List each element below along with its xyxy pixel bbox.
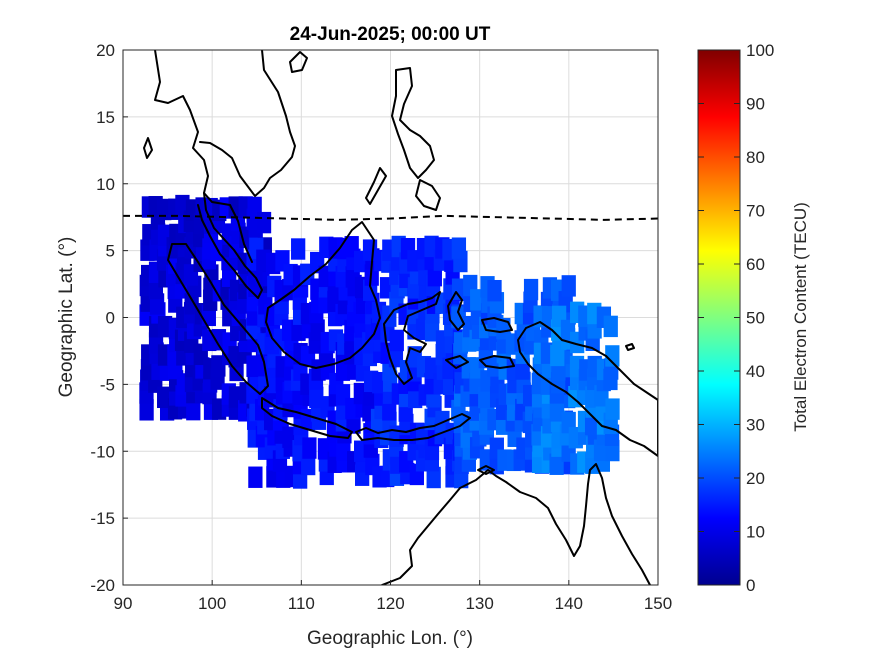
y-axis-label: Geographic Lat. (°) [56, 237, 77, 398]
y-tick-label: -10 [90, 442, 115, 461]
coastline-small-islands [143, 137, 635, 351]
colorbar-label: Total Electron Content (TECU) [791, 202, 810, 432]
coastline-new-guinea [517, 321, 658, 457]
y-tick-label: 20 [96, 41, 115, 60]
colorbar-tick-label: 50 [746, 309, 765, 328]
coastline-malay-peninsula [197, 192, 263, 299]
tec-cell [301, 453, 316, 476]
y-tick-label: 10 [96, 175, 115, 194]
x-tick-label: 90 [114, 594, 133, 613]
tec-cell [478, 386, 493, 409]
coastline-java [261, 397, 353, 439]
colorbar-swatch [697, 49, 741, 586]
tec-cell [487, 279, 502, 302]
tec-cell [451, 237, 467, 259]
tec-cell [605, 345, 620, 367]
plot-area [122, 49, 659, 586]
x-tick-label: 120 [376, 594, 404, 613]
colorbar-ticks: 0 10 20 30 40 50 60 70 80 90 100 [698, 41, 774, 595]
coastline-lesser-sunda [355, 413, 471, 441]
tec-cells [139, 194, 620, 489]
colorbar-tick-label: 80 [746, 148, 765, 167]
tec-cell [603, 315, 618, 338]
colorbar-tick-label: 40 [746, 362, 765, 381]
colorbar-tick-label: 10 [746, 523, 765, 542]
colorbar-tick-label: 30 [746, 416, 765, 435]
coastline-philippines [365, 67, 441, 211]
colorbar-tick-label: 0 [746, 576, 755, 595]
colorbar-tick-label: 100 [746, 41, 774, 60]
tec-cell [248, 466, 263, 488]
tec-cell [157, 315, 173, 338]
y-tick-label: 0 [106, 309, 115, 328]
tec-cell [451, 306, 466, 328]
tec-cell [309, 386, 324, 409]
tec-cell [211, 355, 226, 377]
tec-cell [523, 278, 539, 301]
tec-cell [424, 320, 440, 342]
x-axis-label: Geographic Lon. (°) [307, 628, 473, 649]
tec-cell [426, 466, 441, 489]
tec-cell [302, 437, 317, 459]
coastline-australia [381, 463, 651, 585]
coastline-indochina [154, 50, 253, 263]
coastline-maluku [445, 291, 515, 369]
y-tick-label: 5 [106, 242, 115, 261]
x-axis-ticks: 90 100 110 120 130 140 150 [114, 580, 672, 613]
x-tick-label: 140 [555, 594, 583, 613]
tec-cell [561, 275, 576, 297]
x-tick-label: 100 [198, 594, 226, 613]
tec-cell [549, 400, 565, 422]
colorbar: 0 10 20 30 40 50 60 70 80 90 100 Total Electron Co… [697, 41, 810, 595]
y-tick-label: -20 [90, 576, 115, 595]
chart-title: 24-Jun-2025; 00:00 UT [290, 24, 491, 45]
y-axis-ticks: -20 -15 -10 -5 0 5 10 15 20 [90, 41, 128, 595]
x-tick-label: 130 [465, 594, 493, 613]
tec-cell [291, 238, 306, 260]
coastline-borneo [265, 221, 381, 369]
coastline-hainan [289, 51, 308, 73]
y-tick-label: -15 [90, 509, 115, 528]
tec-cell [139, 399, 154, 421]
coastlines [143, 50, 658, 585]
tec-cell [336, 439, 351, 462]
tec-cell [605, 398, 620, 420]
x-tick-label: 110 [288, 594, 315, 613]
colorbar-tick-label: 70 [746, 202, 765, 221]
tec-cell [335, 359, 351, 381]
colorbar-tick-label: 60 [746, 255, 765, 274]
tec-cell [389, 329, 404, 352]
magnetic-equator-line [123, 214, 659, 221]
coastline-gulf-thailand [199, 50, 296, 197]
tec-cell [549, 453, 564, 475]
y-tick-label: 15 [96, 108, 115, 127]
tec-cell [186, 398, 201, 421]
colorbar-tick-label: 90 [746, 95, 765, 114]
tec-cell [256, 211, 272, 234]
coastline-timor [477, 465, 495, 475]
coastline-sulawesi [383, 291, 441, 385]
colorbar-tick-label: 20 [746, 469, 765, 488]
y-tick-label: -5 [100, 375, 115, 394]
tec-cell [157, 386, 172, 409]
coastline-sumatra [167, 243, 269, 395]
x-tick-label: 150 [644, 594, 672, 613]
